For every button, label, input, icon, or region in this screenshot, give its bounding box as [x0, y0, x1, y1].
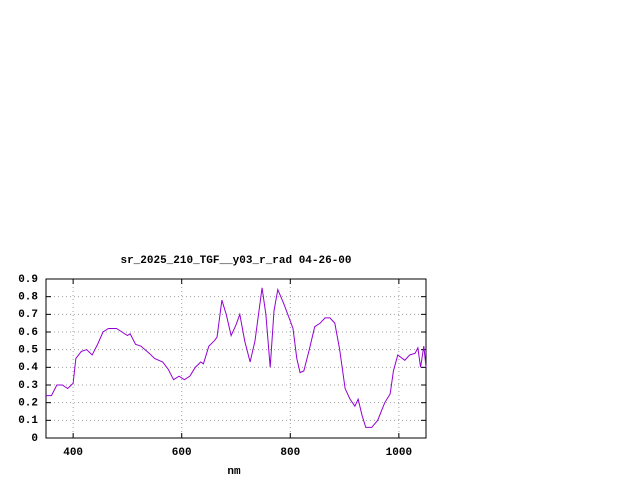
chart-title: sr_2025_210_TGF__y03_r_rad 04-26-00	[120, 255, 351, 267]
y-tick-label: 0.8	[18, 292, 38, 304]
y-tick-label: 0	[31, 433, 38, 445]
y-tick-label: 0.4	[18, 362, 38, 374]
x-tick-label: 800	[280, 447, 300, 459]
x-tick-label: 600	[172, 447, 192, 459]
y-tick-label: 0.3	[18, 380, 38, 392]
plot-border	[45, 278, 427, 439]
y-tick-label: 0.2	[18, 398, 38, 410]
y-tick-label: 0.7	[18, 309, 38, 321]
data-line	[46, 287, 427, 428]
x-tick-label: 1000	[386, 447, 412, 459]
y-tick-label: 0.5	[18, 345, 38, 357]
y-tick-label: 0.1	[18, 415, 38, 427]
y-tick-label: 0.6	[18, 327, 38, 339]
x-axis-label: nm	[227, 466, 241, 478]
y-tick-label: 0.9	[18, 274, 38, 286]
x-tick-label: 400	[63, 447, 83, 459]
